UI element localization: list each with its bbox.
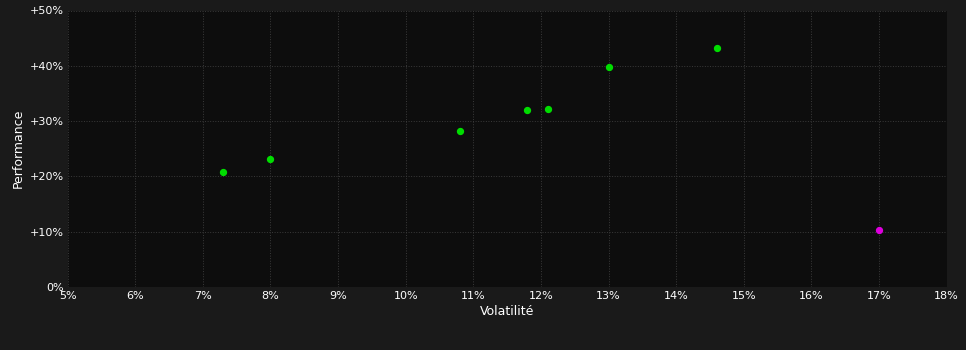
Point (215, 169, 231, 175)
Point (601, 64, 616, 70)
Point (871, 227, 887, 233)
Point (540, 106, 555, 112)
Point (452, 128, 468, 134)
Point (263, 156, 278, 161)
X-axis label: Volatilité: Volatilité (480, 305, 534, 318)
Point (520, 107, 535, 113)
Point (709, 45, 724, 51)
Y-axis label: Performance: Performance (13, 109, 25, 188)
